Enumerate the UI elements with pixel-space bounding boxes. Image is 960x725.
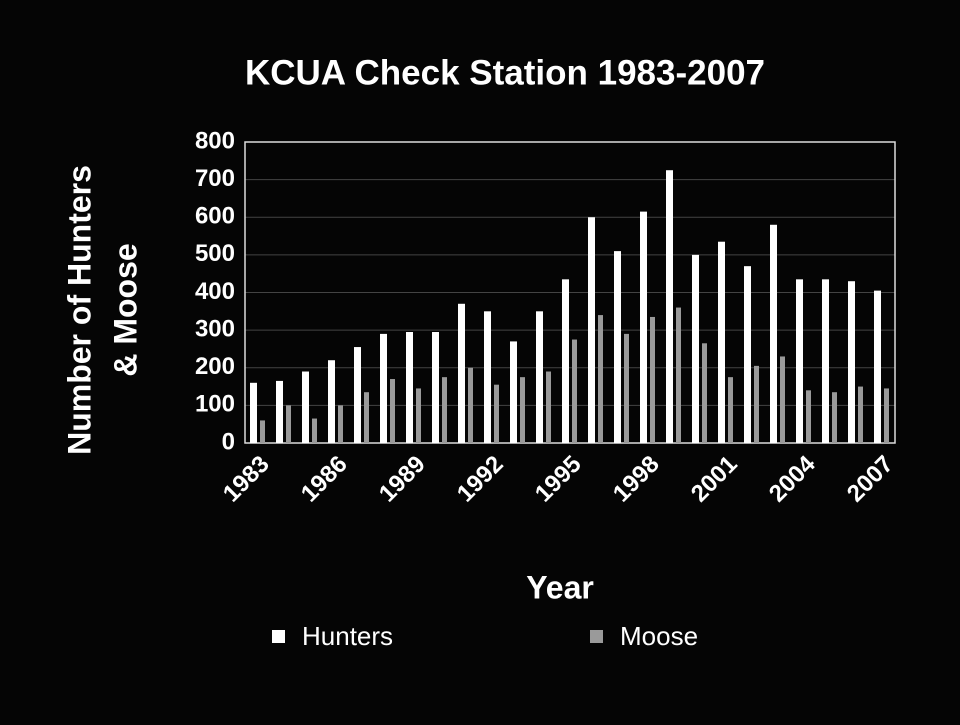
bar xyxy=(510,341,517,443)
bar xyxy=(754,365,759,443)
bar xyxy=(728,377,733,443)
bar xyxy=(806,390,811,443)
bar xyxy=(796,279,803,443)
bar xyxy=(624,333,629,443)
bar xyxy=(780,356,785,443)
bar xyxy=(286,405,291,443)
y-tick-label: 0 xyxy=(222,428,235,455)
bar xyxy=(302,371,309,443)
bar xyxy=(520,377,525,443)
bar xyxy=(328,360,335,443)
bar xyxy=(260,420,265,443)
bar xyxy=(676,307,681,443)
y-tick-label: 500 xyxy=(195,240,235,267)
bar xyxy=(312,418,317,443)
bar xyxy=(598,315,603,443)
bar xyxy=(770,224,777,443)
y-tick-label: 100 xyxy=(195,391,235,418)
bar xyxy=(572,339,577,443)
bar xyxy=(338,405,343,443)
plot-border xyxy=(244,141,896,444)
legend-label: Hunters xyxy=(302,621,393,651)
bar xyxy=(416,388,421,443)
bar xyxy=(432,332,439,443)
bar xyxy=(718,241,725,443)
chart-title: KCUA Check Station 1983-2007 xyxy=(245,53,765,92)
bar xyxy=(858,386,863,443)
bar xyxy=(588,217,595,443)
bar xyxy=(494,384,499,443)
bar xyxy=(650,316,655,443)
bar xyxy=(380,333,387,443)
y-axis-label: & Moose xyxy=(107,243,143,376)
y-tick-label: 400 xyxy=(195,278,235,305)
bar xyxy=(822,279,829,443)
y-tick-label: 600 xyxy=(195,203,235,230)
bar xyxy=(250,382,257,443)
bar xyxy=(536,311,543,443)
y-tick-label: 800 xyxy=(195,127,235,154)
bar xyxy=(364,392,369,443)
y-tick-label: 200 xyxy=(195,353,235,380)
y-axis-label: Number of Hunters xyxy=(61,165,97,455)
bar xyxy=(546,371,551,443)
bar xyxy=(702,343,707,443)
bar xyxy=(442,377,447,443)
bar xyxy=(874,290,881,443)
bar xyxy=(458,303,465,443)
bar xyxy=(390,379,395,443)
legend-swatch xyxy=(272,630,285,643)
bar xyxy=(884,388,889,443)
bar xyxy=(354,347,361,443)
bar xyxy=(666,170,673,443)
bar xyxy=(744,266,751,443)
bar xyxy=(468,367,473,443)
bar xyxy=(562,279,569,443)
y-tick-label: 700 xyxy=(195,165,235,192)
bar xyxy=(614,251,621,443)
legend-label: Moose xyxy=(620,621,698,651)
y-tick-label: 300 xyxy=(195,315,235,342)
bar xyxy=(692,254,699,443)
bar xyxy=(832,392,837,443)
bar xyxy=(848,281,855,443)
legend-swatch xyxy=(590,630,603,643)
bar xyxy=(640,211,647,443)
bar xyxy=(484,311,491,443)
bar xyxy=(276,380,283,443)
bar xyxy=(406,332,413,443)
x-axis-label: Year xyxy=(526,569,594,605)
